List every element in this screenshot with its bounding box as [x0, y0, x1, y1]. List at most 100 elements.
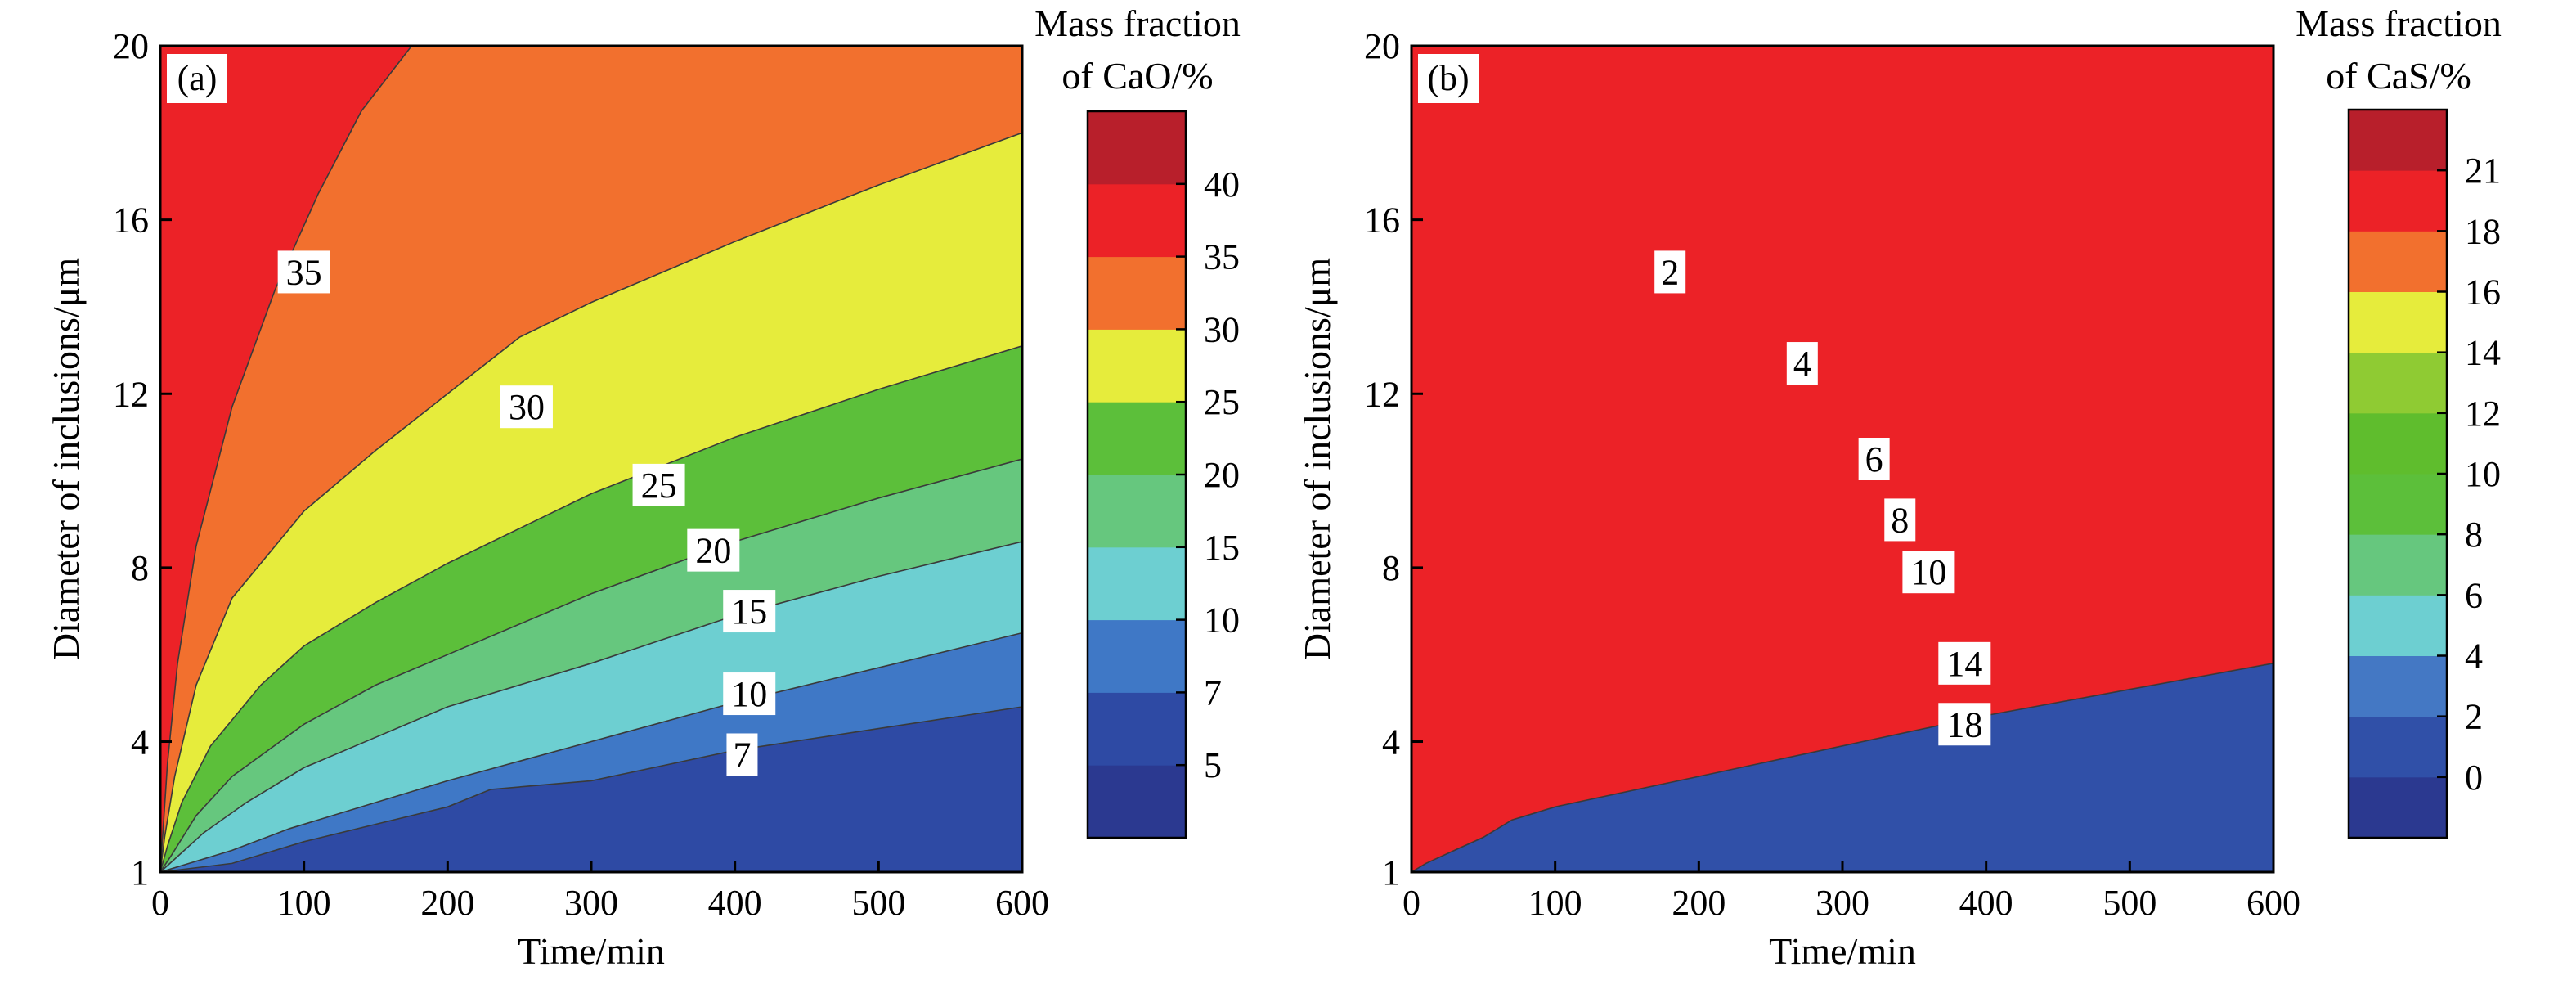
panel-a-colorbar-band: [1088, 402, 1186, 475]
panel-b-y-tick-label: 20: [1364, 26, 1400, 66]
panel-a-contour-label: 20: [695, 531, 731, 571]
panel-b-colorbar-band: [2349, 231, 2447, 292]
panel-b-colorbar-title-line1: Mass fraction: [2296, 2, 2502, 44]
panel-a-contour-label-box: [500, 385, 553, 429]
panel-b-colorbar-label: 14: [2465, 333, 2501, 373]
panel-b-y-tick-label: 4: [1382, 722, 1400, 762]
panel-a-y-tick-label: 16: [113, 200, 149, 241]
panel-a-colorbar-band: [1088, 183, 1186, 258]
panel-b-x-tick-label: 0: [1402, 883, 1420, 923]
panel-b-colorbar-label: 10: [2465, 454, 2501, 494]
panel-b-contour-label: 8: [1891, 500, 1909, 540]
panel-b-colorbar-label: 6: [2465, 575, 2483, 615]
panel-b-label-box: [1418, 54, 1479, 103]
panel-b-y-tick-label: 1: [1382, 852, 1400, 893]
panel-a-colorbar: 5 7 10 15 20 25 30 35 40: [1086, 110, 1240, 839]
panel-b-colorbar-band: [2349, 776, 2447, 839]
panel-b-colorbar-label: 4: [2465, 636, 2483, 677]
panel-b-colorbar-band: [2349, 595, 2447, 656]
panel-a-colorbar-label: 5: [1204, 745, 1222, 785]
panel-a-x-tick-label: 100: [277, 883, 331, 923]
panel-b-y-tick-label: 16: [1364, 200, 1400, 241]
panel-b-contour-label-box: [1938, 703, 1991, 746]
panel-a-colorbar-band: [1088, 619, 1186, 693]
panel-a-colorbar-label: 30: [1204, 309, 1240, 349]
panel-b-colorbar-band: [2349, 291, 2447, 353]
panel-b-contour-label-box: [1902, 551, 1955, 594]
panel-a-colorbar-band: [1088, 329, 1186, 403]
panel-b-x-tick-label: 500: [2103, 883, 2156, 923]
panel-a-x-axis-label: Time/min: [518, 930, 665, 972]
panel-b-x-tick-label: 400: [1959, 883, 2013, 923]
panel-b-colorbar-label: 2: [2465, 697, 2483, 737]
panel-a-contour-label-box: [726, 733, 758, 776]
panel-b-contour-label: 6: [1865, 439, 1883, 479]
panel-a-x-tick-label: 500: [851, 883, 905, 923]
panel-b-contour-region: [1411, 46, 2273, 872]
panel-a-colorbar-title-line1: Mass fraction: [1034, 2, 1241, 44]
panel-a-y-tick-label: 12: [113, 374, 149, 414]
panel-b-x-axis-label: Time/min: [1769, 930, 1916, 972]
panel-a-contour-label-box: [723, 672, 776, 716]
panel-a-y-tick-label: 1: [131, 852, 149, 893]
panel-a-x-ticks: 0 100 200 300 400 500 600: [151, 861, 1049, 923]
panel-a-label-box: [167, 54, 227, 103]
panel-b-colorbar-label: 12: [2465, 394, 2501, 434]
panel-a-contour-label: 30: [509, 387, 545, 427]
panel-b-y-tick-label: 8: [1382, 548, 1400, 588]
panel-a-colorbar-label: 15: [1204, 528, 1240, 568]
panel-a-contour-label-box: [723, 590, 776, 633]
panel-a-y-tick-label: 4: [131, 722, 149, 762]
panel-b-colorbar-band: [2349, 170, 2447, 232]
panel-a-colorbar-label: 35: [1204, 237, 1240, 277]
panel-a-colorbar-label: 25: [1204, 382, 1240, 422]
panel-a-contour-label: 15: [731, 591, 767, 632]
panel-a-colorbar-band: [1088, 256, 1186, 330]
panel-a-y-axis-label: Diameter of inclusions/μm: [45, 258, 87, 660]
panel-a-x-tick-label: 600: [995, 883, 1049, 923]
panel-b-contour-label: 2: [1661, 252, 1679, 292]
panel-b-colorbar-label: 0: [2465, 758, 2483, 798]
panel-b-colorbar-band: [2349, 352, 2447, 414]
panel-a-colorbar-label: 20: [1204, 455, 1240, 495]
panel-b-contour-label: 18: [1946, 704, 1982, 744]
panel-a-x-tick-label: 300: [564, 883, 618, 923]
panel-b-label: (b): [1427, 58, 1469, 98]
panel-b-colorbar-label: 18: [2465, 211, 2501, 251]
panel-a-colorbar-band: [1088, 546, 1186, 621]
panel-a-label: (a): [177, 58, 218, 98]
panel-b-colorbar-band: [2349, 412, 2447, 475]
panel-a-contour-region: [160, 46, 413, 872]
panel-a-y-tick-label: 20: [113, 26, 149, 66]
panel-b-y-axis-label: Diameter of inclusions/μm: [1296, 258, 1338, 660]
panel-b-x-ticks: 0 100 200 300 400 500 600: [1402, 861, 2300, 923]
panel-a-colorbar-band: [1088, 765, 1186, 839]
panel-b-contour-regions: [1411, 46, 2273, 872]
panel-b-colorbar-band: [2349, 110, 2447, 171]
panel-b-colorbar-band: [2349, 534, 2447, 596]
panel-a-colorbar-label: 10: [1204, 600, 1240, 641]
panel-b-contour-label-box: [1938, 641, 1991, 685]
panel-a-contour-label-box: [277, 250, 330, 294]
panel-b-contour-label-box: [1654, 250, 1686, 294]
panel-a-contour-label: 35: [286, 252, 322, 292]
panel-a-colorbar-band: [1088, 475, 1186, 548]
panel-b-x-tick-label: 300: [1815, 883, 1869, 923]
panel-a-x-tick-label: 400: [708, 883, 762, 923]
panel-b-contour-label-box: [1786, 342, 1818, 385]
panel-b-x-tick-label: 100: [1528, 883, 1582, 923]
panel-a-colorbar-band: [1088, 111, 1186, 185]
panel-b-colorbar-band: [2349, 474, 2447, 535]
panel-b-colorbar-title-line2: of CaS/%: [2326, 55, 2471, 97]
panel-a-contour-label: 10: [731, 674, 767, 714]
panel-b-x-tick-label: 600: [2246, 883, 2300, 923]
panel-b-colorbar-label: 16: [2465, 272, 2501, 313]
panel-b-contour-label: 14: [1946, 644, 1982, 684]
panel-a-y-ticks: 1 4 8 12 16 20: [113, 26, 172, 893]
panel-b-colorbar-band: [2349, 655, 2447, 717]
panel-a-contour-label: 7: [733, 735, 751, 775]
